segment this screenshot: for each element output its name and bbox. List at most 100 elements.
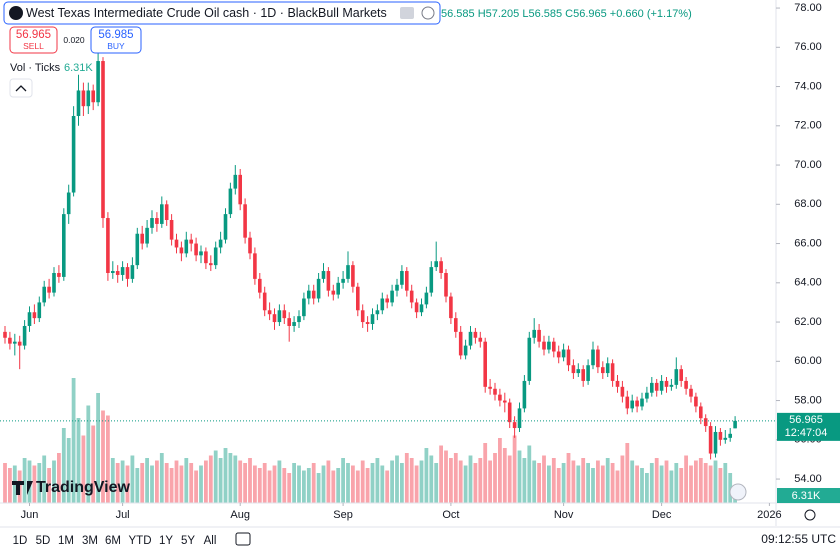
volume-bar	[360, 460, 365, 503]
volume-bar	[8, 468, 12, 503]
candle-body	[356, 286, 360, 311]
volume-bar	[351, 465, 355, 503]
range-button[interactable]: 6M	[105, 535, 121, 547]
volume-bar	[110, 458, 115, 503]
candle-body	[209, 263, 213, 266]
volume-bar	[306, 468, 311, 503]
candle-body	[111, 271, 115, 273]
candle-body	[689, 388, 693, 397]
volume-bar	[620, 455, 625, 503]
candle-body	[189, 239, 193, 244]
candle-body	[571, 365, 576, 374]
volume-bar	[600, 465, 605, 503]
sell-label: SELL	[23, 41, 44, 51]
volume-bar	[199, 465, 203, 503]
volume-bar	[635, 465, 639, 503]
flag-icon[interactable]	[729, 483, 747, 501]
candle-body	[625, 396, 630, 409]
range-button[interactable]: 1M	[58, 535, 74, 547]
volume-bar	[561, 463, 566, 503]
volume-bar	[71, 378, 76, 503]
volume-bar	[664, 460, 669, 503]
candle-body	[346, 265, 350, 279]
volume-bar	[556, 468, 561, 503]
volume-bar	[370, 463, 375, 503]
y-tick-label: 62.00	[794, 316, 822, 328]
range-button[interactable]: 5Y	[181, 535, 195, 547]
volume-bar	[390, 460, 394, 503]
range-button[interactable]: All	[204, 535, 217, 547]
range-button[interactable]: 3M	[82, 535, 98, 547]
candle-body	[503, 400, 507, 403]
symbol-icon	[9, 6, 23, 20]
candle-body	[409, 290, 414, 303]
candle-body	[478, 337, 483, 342]
candle-body	[669, 384, 674, 387]
volume-bar	[297, 465, 301, 503]
volume-bar	[689, 465, 693, 503]
candle-body	[218, 239, 223, 248]
candle-body	[248, 237, 252, 254]
candle-body	[213, 247, 218, 266]
candle-body	[566, 349, 571, 366]
volume-bar	[605, 458, 610, 503]
range-button[interactable]: 1Y	[159, 535, 173, 547]
candle-body	[297, 316, 301, 323]
volume-bar	[189, 463, 194, 503]
candle-body	[537, 329, 541, 342]
volume-bar	[101, 410, 105, 503]
candle-body	[238, 174, 242, 205]
buy-label: BUY	[107, 41, 125, 51]
title-box[interactable]	[3, 1, 441, 25]
collapse-button[interactable]	[9, 78, 33, 98]
candle-body	[630, 400, 634, 409]
x-tick-label: Sep	[333, 509, 353, 521]
axis-layer: 54.0056.0058.0060.0062.0064.0066.0068.00…	[0, 2, 840, 521]
candle-body	[135, 233, 140, 266]
buy-button[interactable]	[90, 26, 142, 54]
hide-icon[interactable]	[400, 7, 414, 19]
volume-bar	[380, 465, 385, 503]
volume-bar	[434, 463, 439, 503]
volume-bar	[576, 465, 581, 503]
candle-body	[512, 422, 517, 429]
volume-bar	[532, 460, 537, 503]
x-tick-label: 2026	[757, 509, 781, 521]
y-tick-label: 54.00	[794, 473, 822, 485]
candle-body	[321, 271, 326, 279]
volume-bar	[615, 470, 620, 503]
candle-body	[331, 290, 336, 295]
sell-button[interactable]	[9, 26, 58, 54]
candle-body	[287, 318, 291, 326]
volume-bar	[228, 453, 233, 503]
volume-bar	[684, 455, 688, 503]
volume-bar	[184, 458, 189, 503]
range-button[interactable]: 5D	[36, 535, 51, 547]
volume-bar	[194, 470, 198, 503]
more-icon[interactable]	[421, 6, 435, 20]
volume-bar	[81, 435, 86, 503]
volume-bar	[493, 453, 497, 503]
candle-body	[522, 380, 527, 409]
range-button[interactable]: 1D	[13, 535, 28, 547]
volume-bar	[522, 458, 527, 503]
candle-body	[659, 380, 664, 391]
clock: 09:12:55 UTC	[761, 532, 836, 546]
range-button[interactable]: YTD	[129, 535, 152, 547]
candle-body	[581, 369, 585, 381]
date-range-icon[interactable]	[235, 532, 251, 546]
candle-body	[684, 380, 688, 389]
volume-bar	[145, 458, 149, 503]
volume-bar	[321, 465, 326, 503]
candle-body	[640, 398, 644, 407]
volume-bar	[326, 460, 331, 503]
volume-bar	[120, 460, 125, 503]
volume-bar	[76, 418, 81, 503]
volume-bar	[336, 468, 341, 503]
volume-bar	[458, 460, 463, 503]
volume-bar	[395, 455, 399, 503]
settings-icon[interactable]	[804, 509, 816, 521]
volume-bar	[174, 460, 179, 503]
volume-bar	[439, 445, 443, 503]
y-tick-label: 78.00	[794, 2, 822, 14]
